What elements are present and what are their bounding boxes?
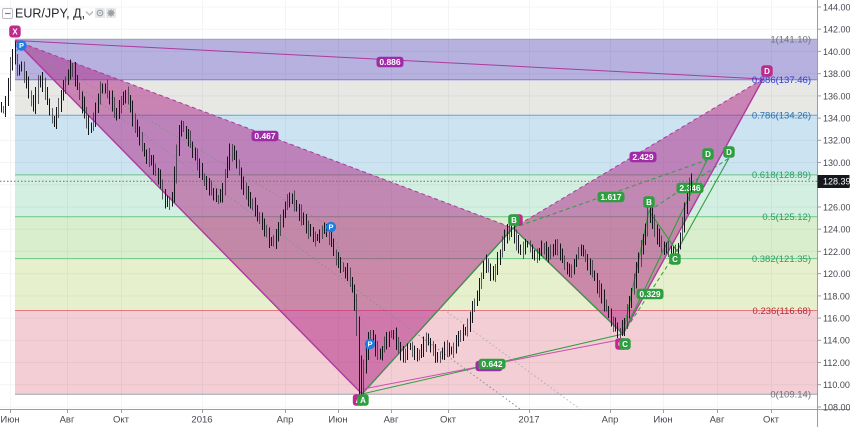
svg-text:0.886: 0.886 (379, 57, 401, 67)
svg-text:0.382(121.35): 0.382(121.35) (752, 254, 811, 265)
svg-text:144.00: 144.00 (823, 2, 850, 12)
svg-text:108.00: 108.00 (823, 402, 850, 412)
svg-text:X: X (12, 27, 18, 36)
svg-text:124.00: 124.00 (823, 225, 850, 235)
svg-text:0.329: 0.329 (639, 289, 661, 299)
svg-text:Окт: Окт (440, 415, 457, 426)
svg-text:122.00: 122.00 (823, 247, 850, 257)
svg-text:B: B (511, 216, 517, 225)
svg-text:0.786(134.26): 0.786(134.26) (752, 111, 811, 122)
svg-text:Апр: Апр (277, 415, 294, 426)
svg-text:Авг: Авг (710, 415, 725, 426)
svg-text:116.00: 116.00 (823, 314, 850, 324)
svg-text:C: C (672, 255, 678, 264)
svg-text:1(141.10): 1(141.10) (770, 35, 811, 46)
svg-text:142.00: 142.00 (823, 25, 850, 35)
svg-text:D: D (705, 150, 711, 159)
svg-text:P: P (367, 340, 372, 349)
svg-text:Июн: Июн (0, 415, 19, 426)
svg-text:Окт: Окт (113, 415, 130, 426)
svg-text:P: P (19, 41, 24, 50)
svg-text:2017: 2017 (518, 415, 539, 426)
svg-text:A: A (360, 396, 366, 405)
svg-text:C: C (622, 340, 628, 349)
svg-text:128.39: 128.39 (823, 177, 850, 187)
svg-text:D: D (726, 148, 732, 157)
svg-text:0.886(137.46): 0.886(137.46) (752, 75, 811, 86)
svg-text:Окт: Окт (763, 415, 780, 426)
svg-text:140.00: 140.00 (823, 47, 850, 57)
svg-text:Июн: Июн (328, 415, 347, 426)
svg-text:Авг: Авг (60, 415, 75, 426)
svg-text:0.467: 0.467 (254, 131, 276, 141)
svg-text:120.00: 120.00 (823, 269, 850, 279)
svg-text:136.00: 136.00 (823, 91, 850, 101)
svg-text:114.00: 114.00 (823, 336, 850, 346)
svg-text:Апр: Апр (602, 415, 619, 426)
svg-text:132.00: 132.00 (823, 136, 850, 146)
svg-text:0.5(125.12): 0.5(125.12) (762, 212, 811, 223)
svg-text:130.00: 130.00 (823, 158, 850, 168)
svg-text:D: D (764, 67, 770, 76)
svg-text:112.00: 112.00 (823, 358, 850, 368)
svg-text:126.00: 126.00 (823, 202, 850, 212)
svg-text:0.236(116.68): 0.236(116.68) (753, 306, 811, 317)
svg-text:0.642: 0.642 (481, 359, 503, 369)
svg-text:110.00: 110.00 (823, 380, 850, 390)
svg-text:Июн: Июн (653, 415, 672, 426)
svg-text:134.00: 134.00 (823, 114, 850, 124)
svg-text:Авг: Авг (384, 415, 399, 426)
svg-text:B: B (646, 198, 652, 207)
svg-text:138.00: 138.00 (823, 69, 850, 79)
svg-text:0.618(128.89): 0.618(128.89) (752, 170, 811, 181)
svg-text:118.00: 118.00 (823, 291, 850, 301)
svg-text:P: P (328, 223, 333, 232)
svg-text:EUR/JPY, Д,: EUR/JPY, Д, (15, 7, 85, 21)
svg-text:0(109.14): 0(109.14) (770, 390, 811, 401)
svg-text:2.429: 2.429 (632, 152, 654, 162)
svg-text:2016: 2016 (191, 415, 212, 426)
svg-text:1.617: 1.617 (600, 192, 622, 202)
